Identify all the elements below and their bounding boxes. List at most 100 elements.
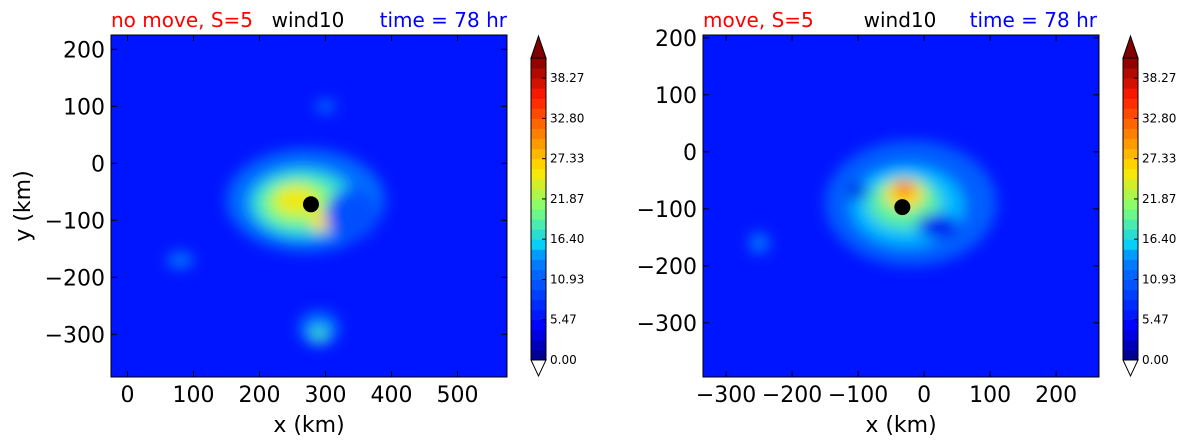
- colorbar-band: [531, 118, 546, 129]
- colorbar-band: [531, 339, 546, 351]
- colorbar-tick-label: 0.00: [550, 353, 577, 367]
- colorbar-band: [531, 168, 546, 180]
- colorbar-band: [1123, 98, 1138, 109]
- colorbar-max-extend: [530, 34, 547, 59]
- colorbar-band: [531, 178, 546, 190]
- colorbar-band: [531, 188, 546, 200]
- x-tick-label: −300: [696, 383, 756, 408]
- colorbar-band: [1123, 319, 1138, 331]
- x-tick-label: 400: [371, 383, 413, 408]
- colorbar-band: [1123, 108, 1138, 119]
- colorbar-tick-label: 27.33: [550, 152, 584, 166]
- colorbar-band: [531, 309, 546, 321]
- title-left-no-move: no move, S=5: [111, 8, 253, 32]
- colorbar-band: [531, 148, 546, 160]
- colorbar-band: [1123, 138, 1138, 150]
- colorbar-band: [1123, 188, 1138, 200]
- colorbar-tick-label: 5.47: [550, 313, 577, 327]
- xlabel-move: x (km): [865, 413, 936, 438]
- colorbar-frame: [530, 57, 547, 361]
- colorbar-tick-label: 10.93: [1142, 272, 1176, 286]
- ylabel-no-move: y (km): [11, 170, 36, 241]
- x-tick-label: 300: [305, 383, 347, 408]
- title-left-move: move, S=5: [703, 8, 814, 32]
- xlabel-no-move: x (km): [273, 413, 344, 438]
- colorbar-no-move: 0.00 5.47 10.93 16.40 21.87 27.33 32.80 38.27: [530, 34, 584, 378]
- storm-center-marker: [894, 199, 911, 216]
- colorbar-tick-label: 32.80: [550, 111, 584, 125]
- x-tick-label: 500: [437, 383, 479, 408]
- colorbar-tick-label: 27.33: [1142, 152, 1176, 166]
- wind-feature-7: [848, 184, 868, 199]
- colorbar-band: [531, 88, 546, 99]
- colorbar-band: [531, 259, 546, 270]
- colorbar-tick-label: 38.27: [1142, 71, 1176, 85]
- colorbar-band: [531, 209, 546, 220]
- colorbar-band: [1123, 259, 1138, 270]
- title-right-no-move: time = 78 hr: [380, 8, 508, 32]
- colorbar-tick-label: 5.47: [1142, 313, 1169, 327]
- colorbar-band: [531, 68, 546, 79]
- colorbar-tick-label: 0.00: [1142, 353, 1169, 367]
- x-tick-label: 0: [121, 383, 135, 408]
- wind-feature-9: [167, 252, 194, 269]
- colorbar-tick-label: 16.40: [550, 232, 584, 246]
- colorbar-band: [531, 58, 546, 69]
- colorbar-tick-label: 16.40: [1142, 232, 1176, 246]
- colorbar-band: [531, 349, 546, 361]
- colorbar-band: [531, 329, 546, 341]
- colorbar-band: [531, 219, 546, 230]
- colorbar-tick-label: 10.93: [550, 272, 584, 286]
- colorbar-band: [531, 299, 546, 311]
- title-center-move: wind10: [864, 8, 937, 32]
- colorbar-band: [1123, 118, 1138, 129]
- colorbar-band: [1123, 209, 1138, 220]
- y-tick-label: −300: [45, 323, 105, 348]
- colorbar-band: [1123, 339, 1138, 351]
- colorbar-band: [1123, 289, 1138, 301]
- colorbar-band: [531, 128, 546, 140]
- colorbar-band: [1123, 198, 1138, 210]
- wind-feature-5: [325, 188, 379, 241]
- colorbar-band: [1123, 329, 1138, 341]
- colorbar-tick-label: 21.87: [550, 192, 584, 206]
- colorbar-min-extend: [1122, 359, 1139, 378]
- colorbar-band: [1123, 279, 1138, 291]
- colorbar-band: [1123, 229, 1138, 240]
- y-tick-label: 100: [655, 84, 697, 109]
- colorbar-band: [531, 78, 546, 89]
- colorbar-band: [1123, 219, 1138, 230]
- colorbar-band: [531, 198, 546, 210]
- x-tick-label: 100: [173, 383, 215, 408]
- colorbar-min-extend: [530, 359, 547, 378]
- colorbar-band: [1123, 78, 1138, 89]
- y-tick-label: −100: [637, 198, 697, 223]
- colorbar-tick-label: 38.27: [550, 71, 584, 85]
- colorbar-band: [531, 158, 546, 170]
- colorbar-band: [1123, 158, 1138, 170]
- y-tick-label: −100: [45, 209, 105, 234]
- colorbar-band: [1123, 239, 1138, 250]
- y-tick-label: 100: [63, 95, 105, 120]
- y-tick-label: −200: [45, 266, 105, 291]
- colorbar-band: [1123, 249, 1138, 260]
- title-center-no-move: wind10: [272, 8, 345, 32]
- storm-center-marker: [302, 196, 319, 213]
- colorbar-band: [531, 98, 546, 109]
- colorbar-tick-label: 32.80: [1142, 111, 1176, 125]
- y-tick-label: −300: [637, 312, 697, 337]
- colorbar-band: [531, 289, 546, 301]
- colorbar-band: [1123, 178, 1138, 190]
- wind-feature-6: [749, 232, 769, 254]
- x-tick-label: −100: [828, 383, 888, 408]
- colorbar-frame: [1122, 57, 1139, 361]
- colorbar-band: [1123, 349, 1138, 361]
- wind-features: [749, 140, 997, 266]
- panel-no-move: 0 100 200 300 400 500 200 100 0 −100 −200 −300 no m…: [11, 8, 584, 438]
- colorbar-band: [531, 249, 546, 260]
- wind-feature-5: [917, 214, 958, 238]
- colorbar-band: [1123, 58, 1138, 69]
- colorbar-band: [1123, 148, 1138, 160]
